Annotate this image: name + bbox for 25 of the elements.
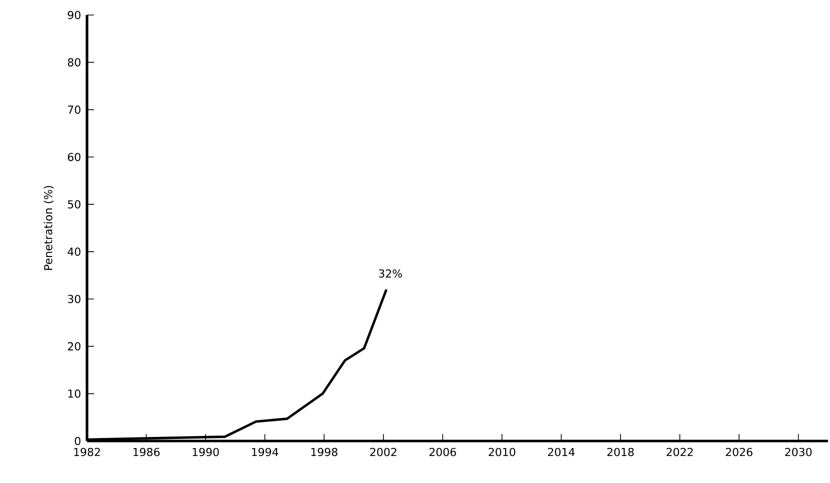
x-tick-label: 1982 bbox=[74, 448, 100, 456]
y-axis-title: Penetration (%) bbox=[44, 186, 54, 270]
x-tick-label: 1986 bbox=[133, 448, 160, 456]
y-tick-label: 30 bbox=[68, 294, 80, 304]
y-tick-label: 60 bbox=[68, 152, 80, 162]
x-tick-label: 2022 bbox=[666, 448, 693, 456]
x-tick-label: 1990 bbox=[192, 448, 219, 456]
x-tick-label: 2026 bbox=[726, 448, 752, 456]
x-tick-label: 2006 bbox=[430, 448, 456, 456]
y-tick-label: 50 bbox=[68, 200, 80, 208]
y-tick-label: 40 bbox=[68, 248, 80, 256]
y-tick-label: 0 bbox=[74, 436, 80, 446]
y-tick-label: 20 bbox=[68, 342, 80, 350]
y-tick-label: 10 bbox=[68, 390, 80, 398]
annotation: 32% bbox=[378, 269, 402, 278]
y-tick-label: 70 bbox=[68, 106, 80, 114]
y-tick-label: 80 bbox=[68, 58, 80, 66]
x-tick-label: 2018 bbox=[607, 448, 634, 456]
x-tick-label: 2010 bbox=[488, 448, 516, 456]
x-tick-label: 1994 bbox=[252, 448, 278, 456]
x-tick-label: 2014 bbox=[548, 448, 575, 456]
x-tick-label: 1998 bbox=[311, 448, 338, 456]
y-tick-label: 90 bbox=[68, 10, 80, 20]
x-tick-label: 2030 bbox=[785, 448, 812, 456]
x-tick-label: 2002 bbox=[370, 448, 396, 456]
